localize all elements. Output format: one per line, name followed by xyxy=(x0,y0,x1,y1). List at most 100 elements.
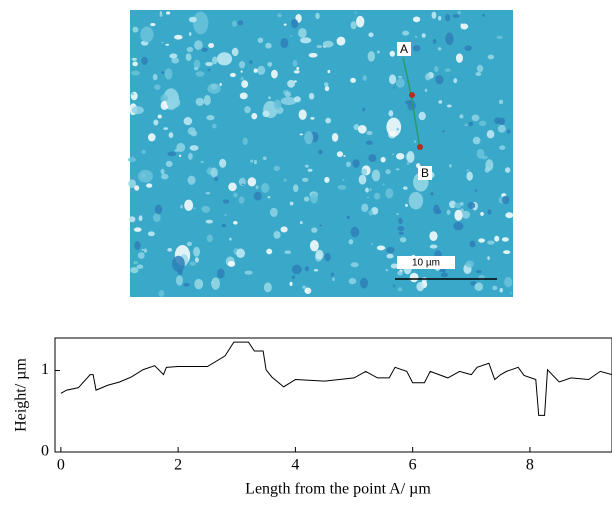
grain xyxy=(185,53,192,61)
grain xyxy=(201,205,211,213)
grain xyxy=(397,287,403,292)
grain xyxy=(131,106,144,115)
grain xyxy=(133,261,138,265)
grain xyxy=(273,99,282,110)
point-b-label: B xyxy=(421,166,429,180)
grain xyxy=(244,106,251,114)
grain xyxy=(418,111,426,121)
grain xyxy=(453,78,458,84)
grain xyxy=(221,223,227,228)
grain xyxy=(152,213,161,222)
grain xyxy=(310,117,315,120)
grain xyxy=(214,176,219,182)
grain xyxy=(292,184,299,193)
grain xyxy=(359,277,368,289)
grain xyxy=(393,87,396,89)
grain xyxy=(289,201,294,206)
grain xyxy=(330,272,334,277)
grain xyxy=(224,214,227,216)
grain xyxy=(277,13,282,18)
grain xyxy=(189,261,196,266)
grain xyxy=(325,117,332,124)
grain xyxy=(253,68,258,73)
grain xyxy=(137,169,153,183)
grain xyxy=(268,96,271,100)
grain xyxy=(167,247,173,252)
grain xyxy=(186,241,193,247)
grain xyxy=(370,243,374,245)
grain xyxy=(263,282,272,293)
grain xyxy=(141,150,146,154)
grain xyxy=(467,202,476,209)
grain xyxy=(194,40,203,50)
grain xyxy=(183,117,193,126)
grain xyxy=(216,268,225,279)
grain xyxy=(138,215,143,222)
grain xyxy=(478,120,487,126)
grain xyxy=(461,210,471,219)
grain xyxy=(304,287,312,295)
label-box xyxy=(397,42,411,56)
grain xyxy=(304,266,310,272)
grain xyxy=(150,22,156,27)
grain xyxy=(309,240,319,252)
x-tick-label: 2 xyxy=(174,457,182,474)
grain xyxy=(433,204,440,214)
grain xyxy=(172,255,185,272)
grain xyxy=(233,220,238,225)
grain xyxy=(465,260,474,268)
grain xyxy=(289,281,293,287)
grain xyxy=(193,246,201,257)
grain xyxy=(255,185,259,190)
grain xyxy=(385,169,391,175)
grain xyxy=(128,179,136,189)
grain xyxy=(289,35,293,37)
grain xyxy=(193,66,199,71)
grain xyxy=(506,129,511,134)
grain xyxy=(194,257,199,263)
grain xyxy=(244,270,253,275)
grain xyxy=(501,195,510,205)
grain xyxy=(239,92,248,100)
grain xyxy=(141,56,148,65)
grain xyxy=(261,182,270,193)
grain xyxy=(283,23,287,26)
grain xyxy=(154,84,161,90)
grain xyxy=(388,110,394,117)
grain xyxy=(310,192,318,204)
grain xyxy=(132,26,139,33)
grain xyxy=(324,85,330,92)
x-tick-label: 0 xyxy=(57,457,65,474)
grain xyxy=(343,154,346,158)
grain xyxy=(365,140,373,146)
grain xyxy=(405,100,414,105)
grain xyxy=(250,159,254,163)
grain xyxy=(368,210,374,216)
grain xyxy=(262,156,267,161)
grain xyxy=(308,92,315,100)
grain xyxy=(412,45,421,52)
grain xyxy=(350,21,357,30)
grain xyxy=(195,97,205,106)
grain xyxy=(371,169,381,182)
grain xyxy=(454,209,463,221)
grain xyxy=(374,192,381,200)
grain xyxy=(269,207,278,217)
grain xyxy=(293,70,300,74)
grain xyxy=(167,151,177,157)
grain xyxy=(434,66,439,73)
grain xyxy=(336,36,346,46)
grain xyxy=(175,275,183,286)
grain xyxy=(470,281,477,286)
grain xyxy=(318,149,323,155)
grain xyxy=(160,168,165,175)
grain xyxy=(459,114,464,119)
grain xyxy=(466,171,473,181)
grain xyxy=(249,60,253,64)
grain xyxy=(137,252,145,259)
grain xyxy=(361,168,368,176)
grain xyxy=(131,92,135,96)
grain xyxy=(327,69,331,74)
grain xyxy=(416,281,425,292)
